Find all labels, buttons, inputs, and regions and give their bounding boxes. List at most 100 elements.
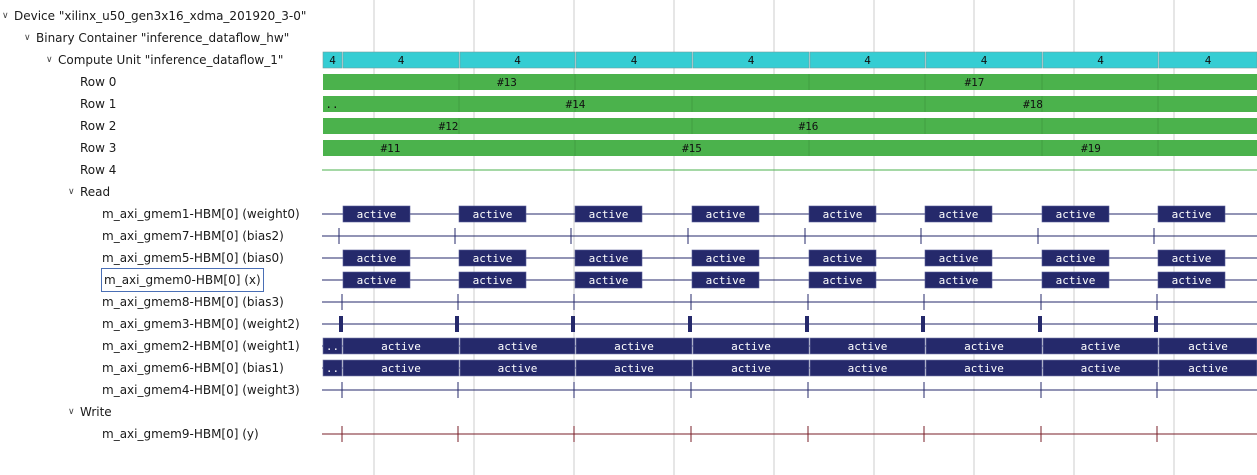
- read-transaction-label: active: [1188, 340, 1228, 353]
- row-bar: [323, 140, 1257, 156]
- row-bar-label: #14: [566, 98, 586, 111]
- tree-label-gmem5: m_axi_gmem5-HBM[0] (bias0): [102, 251, 284, 265]
- tree-row-write[interactable]: ∨ Write: [0, 401, 322, 423]
- read-transaction: [691, 205, 760, 223]
- chevron-down-icon[interactable]: ∨: [2, 11, 9, 21]
- read-transaction-label: active: [498, 362, 538, 375]
- read-transaction: [924, 271, 993, 289]
- tree-label-row3: Row 3: [80, 141, 117, 155]
- tree-row-gmem3[interactable]: m_axi_gmem3-HBM[0] (weight2): [0, 313, 322, 335]
- tree-row-binary[interactable]: ∨ Binary Container "inference_dataflow_hw…: [0, 27, 322, 49]
- read-transaction-label: active: [731, 362, 771, 375]
- chevron-down-icon[interactable]: ∨: [68, 187, 75, 197]
- cu-segment: [1158, 51, 1257, 69]
- tree-row-gmem1[interactable]: m_axi_gmem1-HBM[0] (weight0): [0, 203, 322, 225]
- read-transaction: [809, 359, 926, 377]
- timeline-canvas[interactable]: 4 4 4 4 4 4 4 4 4 #13 #17.. #14 #18 #12 #16 #11 #15 #19 ac…: [322, 0, 1257, 475]
- read-transaction: [805, 316, 809, 332]
- tree-label-binary: Binary Container "inference_dataflow_hw": [36, 31, 290, 45]
- read-transaction-label: active: [1172, 252, 1212, 265]
- read-transaction-label: ..: [326, 340, 339, 353]
- read-transaction-label: active: [357, 208, 397, 221]
- read-transaction: [339, 316, 343, 332]
- tree-row-row3[interactable]: Row 3: [0, 137, 322, 159]
- tree-label-device: Device "xilinx_u50_gen3x16_xdma_201920_3…: [14, 9, 307, 23]
- read-transaction: [342, 249, 411, 267]
- tree-row-row0[interactable]: Row 0: [0, 71, 322, 93]
- read-transaction: [1038, 316, 1042, 332]
- row-bar-label: #12: [439, 120, 459, 133]
- tree-row-gmem0[interactable]: m_axi_gmem0-HBM[0] (x): [0, 268, 322, 292]
- tree-row-row2[interactable]: Row 2: [0, 115, 322, 137]
- cu-segment-label: 4: [514, 54, 521, 67]
- tree-row-row1[interactable]: Row 1: [0, 93, 322, 115]
- row-bar-label: #13: [497, 76, 517, 89]
- timeline-panel[interactable]: 4 4 4 4 4 4 4 4 4 #13 #17.. #14 #18 #12 #16 #11 #15 #19 ac…: [322, 0, 1257, 475]
- cu-segment-label: 4: [1205, 54, 1212, 67]
- read-transaction: [1041, 271, 1110, 289]
- read-transaction-label: active: [731, 340, 771, 353]
- tree-label-gmem9: m_axi_gmem9-HBM[0] (y): [102, 427, 259, 441]
- read-transaction: [921, 316, 925, 332]
- read-transaction-label: active: [357, 274, 397, 287]
- read-transaction-label: active: [1056, 208, 1096, 221]
- read-transaction-label: active: [823, 274, 863, 287]
- tree-row-read[interactable]: ∨ Read: [0, 181, 322, 203]
- read-transaction: [1157, 249, 1226, 267]
- tree-label-cu: Compute Unit "inference_dataflow_1": [58, 53, 284, 67]
- read-transaction-label: active: [964, 362, 1004, 375]
- cu-segment-label: 4: [864, 54, 871, 67]
- read-transaction-label: active: [473, 274, 513, 287]
- read-transaction-label: active: [706, 274, 746, 287]
- chevron-down-icon[interactable]: ∨: [68, 407, 75, 417]
- tree-row-gmem5[interactable]: m_axi_gmem5-HBM[0] (bias0): [0, 247, 322, 269]
- read-transaction: [459, 359, 576, 377]
- tree-row-gmem9[interactable]: m_axi_gmem9-HBM[0] (y): [0, 423, 322, 445]
- read-transaction: [322, 337, 343, 355]
- read-transaction: [925, 359, 1043, 377]
- tree-row-gmem8[interactable]: m_axi_gmem8-HBM[0] (bias3): [0, 291, 322, 313]
- read-transaction-label: active: [589, 252, 629, 265]
- read-transaction-label: active: [848, 362, 888, 375]
- tree-label-gmem6: m_axi_gmem6-HBM[0] (bias1): [102, 361, 284, 375]
- cu-segment: [692, 51, 810, 69]
- tree-label-read: Read: [80, 185, 111, 199]
- read-transaction: [688, 316, 692, 332]
- cu-segment: [1042, 51, 1159, 69]
- tree-row-device[interactable]: ∨ Device "xilinx_u50_gen3x16_xdma_201920_…: [0, 5, 322, 27]
- tree-row-cu[interactable]: ∨ Compute Unit "inference_dataflow_1": [0, 49, 322, 71]
- read-transaction-label: active: [706, 252, 746, 265]
- tree-label-row4: Row 4: [80, 163, 117, 177]
- read-transaction: [691, 271, 760, 289]
- read-transaction: [1157, 271, 1226, 289]
- tree-label-gmem8: m_axi_gmem8-HBM[0] (bias3): [102, 295, 284, 309]
- row-bar: [323, 74, 1257, 90]
- read-transaction: [1041, 249, 1110, 267]
- read-transaction: [1042, 359, 1159, 377]
- chevron-down-icon[interactable]: ∨: [24, 33, 31, 43]
- read-transaction: [322, 359, 343, 377]
- tree-row-gmem4[interactable]: m_axi_gmem4-HBM[0] (weight3): [0, 379, 322, 401]
- read-transaction: [575, 359, 693, 377]
- read-transaction-label: active: [614, 362, 654, 375]
- row-bar-label: #11: [381, 142, 401, 155]
- read-transaction-label: active: [939, 208, 979, 221]
- tree-row-row4[interactable]: Row 4: [0, 159, 322, 181]
- cu-segment: [459, 51, 576, 69]
- read-transaction-label: active: [939, 274, 979, 287]
- chevron-down-icon[interactable]: ∨: [46, 55, 53, 65]
- row-bar-label: #17: [965, 76, 985, 89]
- read-transaction: [1154, 316, 1158, 332]
- read-transaction: [342, 337, 460, 355]
- tree-row-gmem2[interactable]: m_axi_gmem2-HBM[0] (weight1): [0, 335, 322, 357]
- read-transaction: [1158, 359, 1257, 377]
- cu-segment-label: 4: [981, 54, 988, 67]
- read-transaction: [925, 337, 1043, 355]
- tree-row-gmem6[interactable]: m_axi_gmem6-HBM[0] (bias1): [0, 357, 322, 379]
- read-transaction: [1042, 337, 1159, 355]
- read-transaction: [808, 205, 877, 223]
- read-transaction: [342, 359, 460, 377]
- tree-row-gmem7[interactable]: m_axi_gmem7-HBM[0] (bias2): [0, 225, 322, 247]
- read-transaction-label: active: [589, 208, 629, 221]
- tree-label-row0: Row 0: [80, 75, 117, 89]
